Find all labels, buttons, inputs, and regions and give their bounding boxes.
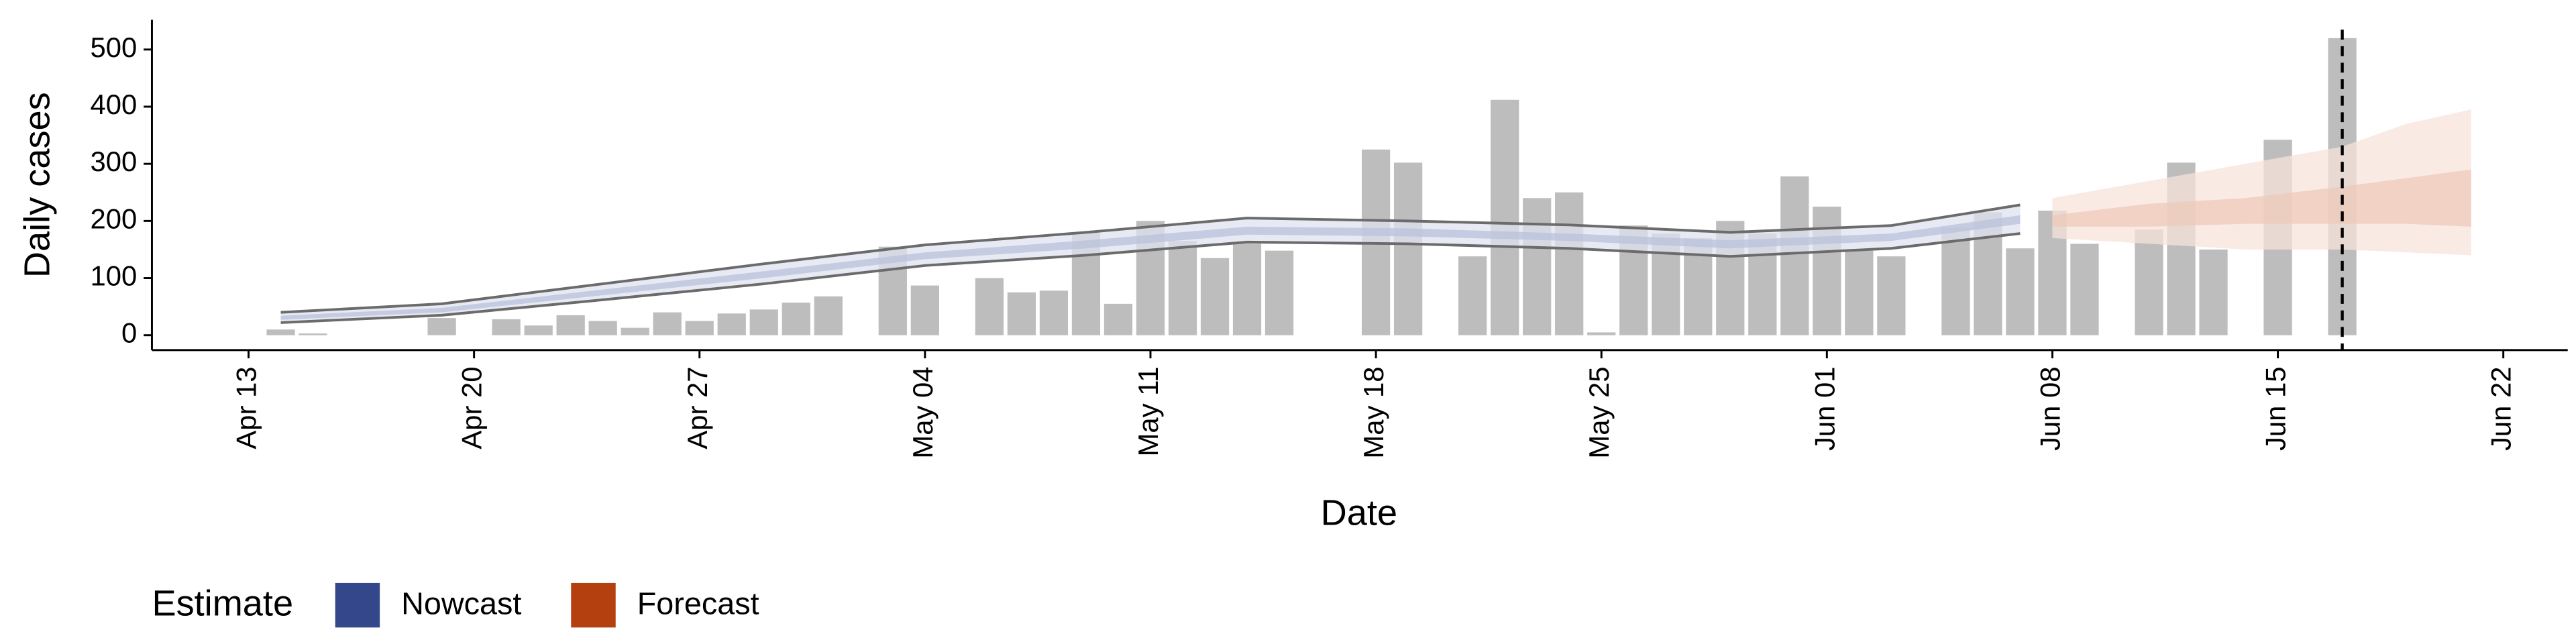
- bar: [685, 321, 714, 335]
- y-tick-label: 400: [91, 89, 138, 120]
- bar: [1813, 207, 1841, 335]
- bar: [266, 329, 295, 335]
- bar: [1007, 292, 1036, 335]
- bar: [492, 319, 521, 335]
- bar: [1039, 290, 1069, 335]
- legend-swatch: [335, 582, 380, 628]
- bar: [1555, 192, 1584, 335]
- bar: [2070, 244, 2099, 335]
- bar: [910, 285, 939, 335]
- bar: [1523, 198, 1552, 335]
- y-tick-label: 0: [121, 317, 137, 349]
- bar: [1941, 227, 1970, 335]
- bar: [1393, 162, 1423, 335]
- bar: [1491, 99, 1519, 335]
- x-tick-label: Apr 20: [456, 366, 488, 449]
- bar: [556, 315, 585, 335]
- x-tick-label: May 18: [1358, 366, 1389, 458]
- bound-line: [280, 203, 2021, 314]
- bar: [1200, 258, 1230, 335]
- x-tick-label: Jun 22: [2485, 366, 2517, 451]
- bar: [427, 318, 456, 335]
- band-50: [2052, 169, 2471, 227]
- legend-swatch: [571, 582, 616, 628]
- bar: [1877, 256, 1906, 335]
- bar: [1458, 256, 1487, 335]
- bar: [299, 333, 327, 335]
- bar: [1104, 303, 1133, 335]
- x-tick-label: May 04: [907, 366, 938, 458]
- x-axis-title: Date: [1321, 492, 1397, 533]
- y-tick-label: 100: [91, 260, 138, 292]
- bound-line: [280, 232, 2021, 324]
- bar: [1780, 176, 1809, 335]
- bar: [782, 303, 810, 335]
- bar: [1168, 241, 1197, 335]
- bar: [1232, 244, 1262, 335]
- x-tick-label: May 11: [1132, 366, 1164, 456]
- legend-label: Forecast: [637, 586, 759, 621]
- bar: [749, 309, 778, 335]
- legend-title: Estimate: [152, 584, 293, 624]
- y-axis-title: Daily cases: [17, 92, 57, 278]
- bar: [2199, 249, 2228, 335]
- bar: [2135, 229, 2163, 335]
- x-tick-label: Jun 08: [2034, 366, 2065, 451]
- bar: [1845, 250, 1874, 335]
- x-tick-label: Jun 01: [1809, 366, 1840, 451]
- y-tick-label: 300: [91, 146, 138, 177]
- x-tick-label: May 25: [1583, 366, 1615, 458]
- bar: [1265, 250, 1294, 335]
- bar: [814, 296, 843, 335]
- x-tick-label: Jun 15: [2260, 366, 2292, 451]
- bar: [717, 313, 746, 335]
- bar: [2006, 248, 2035, 335]
- bar: [975, 278, 1004, 335]
- bar: [653, 312, 682, 335]
- x-tick-label: Apr 27: [682, 366, 713, 449]
- bar: [588, 321, 617, 335]
- y-tick-label: 200: [91, 203, 138, 234]
- bar: [524, 325, 553, 335]
- band-50: [280, 215, 2021, 320]
- bar: [1587, 332, 1616, 335]
- legend-label: Nowcast: [401, 586, 521, 621]
- x-tick-label: Apr 13: [231, 366, 262, 449]
- bar: [621, 327, 649, 335]
- y-tick-label: 500: [91, 32, 138, 63]
